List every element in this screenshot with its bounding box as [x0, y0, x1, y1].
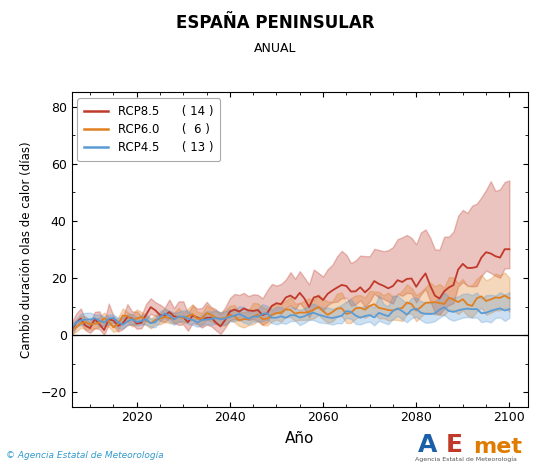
Text: Agencia Estatal de Meteorología: Agencia Estatal de Meteorología — [415, 456, 517, 462]
Text: A: A — [418, 433, 437, 457]
Legend: RCP8.5      ( 14 ), RCP6.0      (  6 ), RCP4.5      ( 13 ): RCP8.5 ( 14 ), RCP6.0 ( 6 ), RCP4.5 ( 13… — [78, 98, 220, 161]
X-axis label: Año: Año — [285, 432, 315, 446]
Y-axis label: Cambio duración olas de calor (días): Cambio duración olas de calor (días) — [20, 141, 34, 358]
Text: © Agencia Estatal de Meteorología: © Agencia Estatal de Meteorología — [6, 451, 163, 460]
Text: ESPAÑA PENINSULAR: ESPAÑA PENINSULAR — [176, 14, 374, 32]
Text: met: met — [473, 438, 522, 457]
Text: ANUAL: ANUAL — [254, 42, 296, 55]
Text: E: E — [446, 433, 463, 457]
